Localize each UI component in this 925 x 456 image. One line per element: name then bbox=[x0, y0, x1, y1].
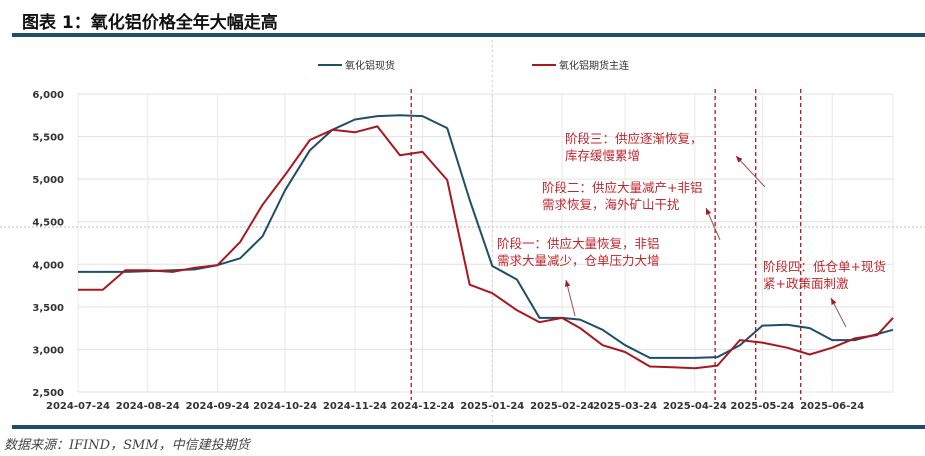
phase-annotation-text: 库存缓慢累增 bbox=[565, 148, 640, 163]
x-tick-label: 2025-02-24 bbox=[530, 401, 594, 412]
y-tick-label: 5,500 bbox=[32, 133, 64, 144]
x-tick-label: 2024-09-24 bbox=[186, 401, 250, 412]
arrowhead-icon bbox=[736, 156, 743, 163]
x-tick-label: 2025-06-24 bbox=[800, 401, 864, 412]
y-tick-label: 2,500 bbox=[32, 388, 64, 399]
phase-annotation-text: 阶段四：低仓单+现货 bbox=[763, 259, 886, 274]
phase-annotation-text: 阶段二：供应大量减产+非铝 bbox=[542, 180, 702, 195]
x-tick-label: 2024-07-24 bbox=[46, 401, 110, 412]
arrowhead-icon bbox=[564, 280, 571, 287]
phase-annotation-text: 紧+政策面刺激 bbox=[763, 276, 849, 291]
phase-annotation-text: 需求大量减少，仓单压力大增 bbox=[497, 253, 660, 268]
x-tick-label: 2024-10-24 bbox=[253, 401, 317, 412]
x-tick-label: 2024-11-24 bbox=[323, 401, 387, 412]
legend-label: 氧化铝现货 bbox=[345, 59, 395, 72]
x-tick-label: 2025-03-24 bbox=[593, 401, 657, 412]
y-tick-label: 3,000 bbox=[32, 345, 64, 356]
y-tick-label: 3,500 bbox=[32, 303, 64, 314]
x-tick-label: 2025-04-24 bbox=[663, 401, 727, 412]
y-tick-label: 5,000 bbox=[32, 175, 64, 186]
phase-annotation-text: 需求恢复，海外矿山干扰 bbox=[542, 197, 680, 212]
futures-price-line bbox=[78, 125, 894, 370]
x-tick-label: 2024-12-24 bbox=[390, 401, 454, 412]
bottom-divider bbox=[12, 425, 925, 429]
phase-annotation-text: 阶段三：供应逐渐恢复， bbox=[565, 131, 703, 146]
annotation-arrow bbox=[735, 155, 766, 188]
x-tick-label: 2024-08-24 bbox=[116, 401, 180, 412]
spot-price-line bbox=[78, 114, 894, 359]
y-tick-label: 4,500 bbox=[32, 218, 64, 229]
y-tick-label: 4,000 bbox=[32, 260, 64, 271]
figure-title: 图表 1：氧化铝价格全年大幅走高 bbox=[22, 13, 278, 33]
x-tick-label: 2025-05-24 bbox=[730, 401, 794, 412]
arrowhead-icon bbox=[706, 208, 712, 215]
phase-annotation-text: 阶段一：供应大量恢复，非铝 bbox=[497, 236, 660, 251]
arrowhead-icon bbox=[831, 298, 837, 305]
top-divider bbox=[12, 33, 925, 37]
data-source: 数据来源：IFIND，SMM，中信建投期货 bbox=[4, 438, 250, 453]
y-tick-label: 6,000 bbox=[32, 90, 64, 101]
legend-label: 氧化铝期货主连 bbox=[559, 59, 629, 72]
